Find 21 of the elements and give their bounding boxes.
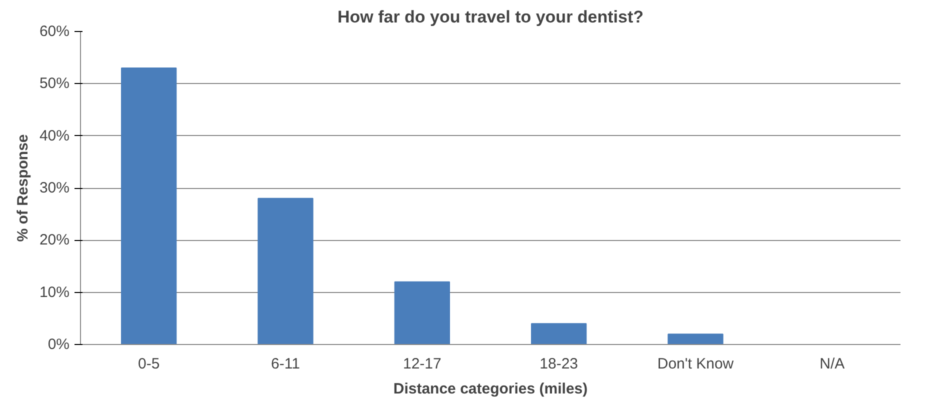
x-tick-label: N/A (820, 356, 845, 372)
x-tick-label: 12-17 (402, 356, 442, 372)
y-tick-label: 10% (39, 284, 70, 301)
y-tick-label: 60% (39, 23, 70, 40)
y-tick-label: 40% (39, 127, 70, 144)
x-tick-label: 6-11 (271, 356, 300, 372)
y-axis-title: % of Response (14, 134, 32, 242)
y-tick-label: 50% (39, 75, 70, 92)
bar (668, 334, 724, 344)
y-tick-label: 0% (48, 336, 70, 353)
bar (258, 198, 314, 344)
x-tick-label: Don't Know (657, 356, 734, 372)
bar (531, 323, 587, 344)
y-tick-label: 20% (39, 232, 70, 249)
x-axis-title: Distance categories (miles) (393, 380, 588, 398)
x-tick-label: 18-23 (540, 356, 578, 372)
chart-title: How far do you travel to your dentist? (337, 8, 644, 26)
bar (121, 68, 177, 344)
y-tick-label: 30% (39, 180, 70, 196)
x-tick-label: 0-5 (138, 356, 160, 372)
bar (394, 281, 450, 344)
